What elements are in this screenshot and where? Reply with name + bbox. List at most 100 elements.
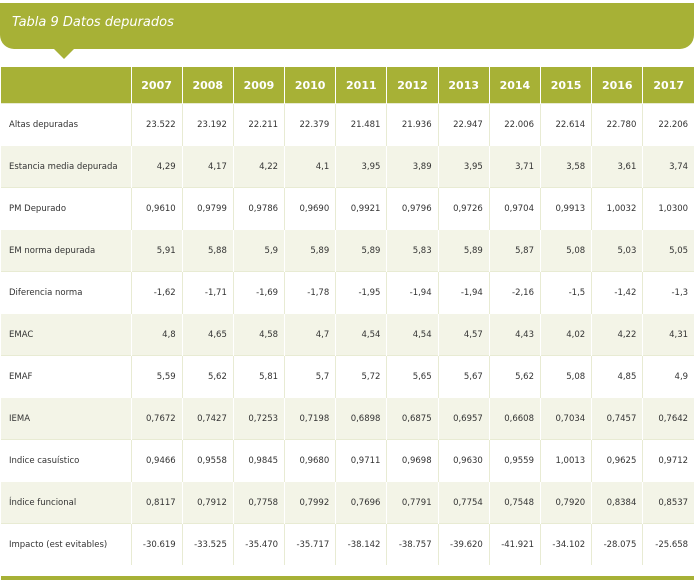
table-cell: 4,54 xyxy=(335,313,387,356)
year-header-5: 2012 xyxy=(386,67,439,104)
table-title: Tabla 9 Datos depurados xyxy=(12,15,174,30)
table-cell: 0,7920 xyxy=(539,481,592,524)
table-body: Altas depuradas 23.522 23.192 22.211 22.379 2… xyxy=(1,103,695,565)
table-cell: 0,9712 xyxy=(642,439,695,482)
year-header-7: 2014 xyxy=(488,67,541,104)
table-cell: 3,95 xyxy=(335,145,387,188)
table-cell: 5,9 xyxy=(232,229,285,272)
table-cell: -41.921 xyxy=(488,523,541,565)
table-cell: -1,5 xyxy=(539,271,592,314)
year-header-4: 2011 xyxy=(335,67,387,104)
table-cell: 0,9625 xyxy=(591,439,643,482)
table-cell: 4,9 xyxy=(642,355,695,398)
table-cell: 4,31 xyxy=(642,313,695,356)
table-cell: 5,05 xyxy=(642,229,695,272)
table-cell: 5,08 xyxy=(539,229,592,272)
table-cell: 23.522 xyxy=(130,103,183,146)
table-cell: 22.206 xyxy=(642,103,695,146)
table-cell: 0,9466 xyxy=(130,439,183,482)
table-cell: 22.780 xyxy=(591,103,643,146)
table-cell: 5,72 xyxy=(335,355,387,398)
table-cell: 5,08 xyxy=(539,355,592,398)
table-cell: 0,9559 xyxy=(488,439,541,482)
year-header-1: 2008 xyxy=(181,67,234,104)
table-cell: 3,71 xyxy=(488,145,541,188)
table-title-banner: Tabla 9 Datos depurados xyxy=(0,3,694,59)
table-row: Diferencia norma -1,62 -1,71 -1,69 -1,78 -1,9… xyxy=(1,271,695,314)
table-cell: -30.619 xyxy=(130,523,183,565)
table-cell: 0,9630 xyxy=(437,439,490,482)
table-cell: 0,9726 xyxy=(437,187,490,230)
table-cell: -1,42 xyxy=(591,271,643,314)
table-cell: 4,57 xyxy=(437,313,490,356)
table-cell: 4,43 xyxy=(488,313,541,356)
table-cell: 0,9711 xyxy=(335,439,387,482)
row-label: Altas depuradas xyxy=(1,103,131,146)
table-cell: -35.470 xyxy=(232,523,285,565)
table-cell: 0,7548 xyxy=(488,481,541,524)
row-label: Índice funcional xyxy=(1,481,131,524)
table-cell: 0,9786 xyxy=(232,187,285,230)
table-cell: 0,7642 xyxy=(642,397,695,440)
table-cell: 0,7791 xyxy=(386,481,439,524)
table-cell: 0,6898 xyxy=(335,397,387,440)
table-cell: 5,7 xyxy=(284,355,336,398)
table-cell: 5,81 xyxy=(232,355,285,398)
table-cell: -1,78 xyxy=(284,271,336,314)
table-cell: 22.614 xyxy=(539,103,592,146)
table-cell: -1,95 xyxy=(335,271,387,314)
table-cell: 4,85 xyxy=(591,355,643,398)
table-cell: 22.211 xyxy=(232,103,285,146)
table-cell: -2,16 xyxy=(488,271,541,314)
table-cell: 5,91 xyxy=(130,229,183,272)
table-cell: 0,6957 xyxy=(437,397,490,440)
table-cell: 3,61 xyxy=(591,145,643,188)
table-cell: 4,65 xyxy=(181,313,234,356)
table-cell: 21.936 xyxy=(386,103,439,146)
header-corner-cell xyxy=(1,67,131,104)
table-cell: 0,9698 xyxy=(386,439,439,482)
table-cell: 4,22 xyxy=(232,145,285,188)
table-cell: 0,7198 xyxy=(284,397,336,440)
table-cell: -1,94 xyxy=(437,271,490,314)
year-header-10: 2017 xyxy=(642,67,695,104)
table-cell: 22.006 xyxy=(488,103,541,146)
year-header-2: 2009 xyxy=(232,67,285,104)
row-label: EM norma depurada xyxy=(1,229,131,272)
table-cell: 0,7758 xyxy=(232,481,285,524)
table-cell: -1,3 xyxy=(642,271,695,314)
table-cell: 5,62 xyxy=(488,355,541,398)
row-label: Indice casuístico xyxy=(1,439,131,482)
table-cell: 4,8 xyxy=(130,313,183,356)
table-cell: 0,7992 xyxy=(284,481,336,524)
year-header-8: 2015 xyxy=(539,67,592,104)
table-row: Altas depuradas 23.522 23.192 22.211 22.379 2… xyxy=(1,103,695,146)
table-cell: 0,6608 xyxy=(488,397,541,440)
table-cell: 4,02 xyxy=(539,313,592,356)
table-cell: 0,9845 xyxy=(232,439,285,482)
table-cell: 0,8384 xyxy=(591,481,643,524)
table-cell: 0,9680 xyxy=(284,439,336,482)
table-cell: -28.075 xyxy=(591,523,643,565)
table-cell: -1,69 xyxy=(232,271,285,314)
table-cell: -35.717 xyxy=(284,523,336,565)
table-cell: 1,0032 xyxy=(591,187,643,230)
table-cell: -39.620 xyxy=(437,523,490,565)
table-cell: 4,7 xyxy=(284,313,336,356)
table-cell: 1,0013 xyxy=(539,439,592,482)
table-cell: 0,9913 xyxy=(539,187,592,230)
year-header-3: 2010 xyxy=(284,67,336,104)
row-label: Diferencia norma xyxy=(1,271,131,314)
table-cell: 4,17 xyxy=(181,145,234,188)
table-cell: 5,89 xyxy=(284,229,336,272)
table-cell: 0,7253 xyxy=(232,397,285,440)
table-cell: 0,7912 xyxy=(181,481,234,524)
table-row: IEMA 0,7672 0,7427 0,7253 0,7198 0,6898 0,6875… xyxy=(1,397,695,440)
table-cell: 0,9921 xyxy=(335,187,387,230)
table-cell: 23.192 xyxy=(181,103,234,146)
table-row: Estancia media depurada 4,29 4,17 4,22 4,1 3,… xyxy=(1,145,695,188)
table-cell: 0,6875 xyxy=(386,397,439,440)
table-cell: 3,74 xyxy=(642,145,695,188)
table-cell: 21.481 xyxy=(335,103,387,146)
table-cell: 0,9558 xyxy=(181,439,234,482)
